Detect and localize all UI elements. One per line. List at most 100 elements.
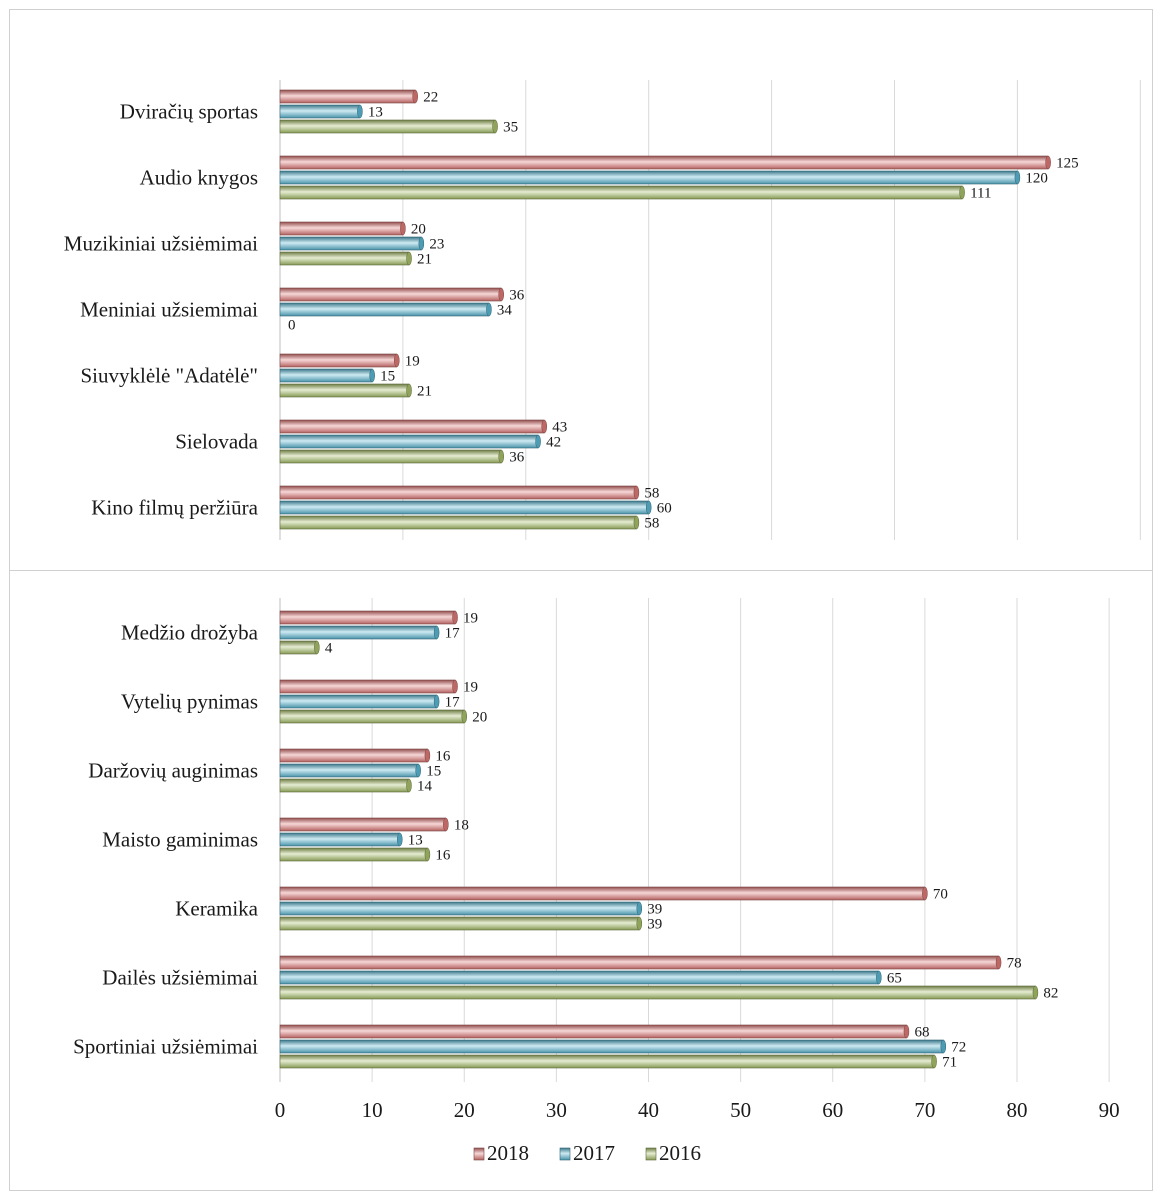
bar-dviraciu-sportas-2016 [279,119,496,134]
bar-cap-siuvyklele-adatele-2016 [406,383,412,398]
bottom-chart-frame [9,570,1153,1191]
data-label-sportiniai-uzsiemimai-2018: 68 [914,1025,929,1041]
bar-cap-kino-filmu-perziura-2016 [633,515,640,530]
data-label-meniniai-uzsiemimai-2016: 0 [288,318,296,334]
category-label-darzoviu-auginimas: Daržovių auginimas [88,759,258,783]
data-label-sportiniai-uzsiemimai-2016: 71 [942,1055,957,1071]
bar-muzikiniai-uzsiemimai-2016 [279,251,410,266]
data-label-muzikiniai-uzsiemimai-2017: 23 [429,237,444,253]
data-label-vyteliu-pynimas-2017: 17 [445,695,461,711]
data-label-muzikiniai-uzsiemimai-2016: 21 [417,252,432,268]
category-label-dviraciu-sportas: Dviračių sportas [120,100,258,124]
data-label-medzio-drozyba-2017: 17 [445,626,461,642]
bar-maisto-gaminimas-2017 [279,832,401,847]
data-label-sielovada-2018: 43 [552,420,567,436]
bar-cap-muzikiniai-uzsiemimai-2018 [400,221,406,236]
bar-sportiniai-uzsiemimai-2016 [279,1054,935,1069]
data-label-kino-filmu-perziura-2018: 58 [644,486,659,502]
data-label-meniniai-uzsiemimai-2017: 34 [497,303,513,319]
x-tick-label-90: 90 [1099,1098,1120,1122]
bar-keramika-2018 [279,886,926,901]
x-tick-label-0: 0 [275,1098,286,1122]
data-label-medzio-drozyba-2016: 4 [325,641,333,657]
data-label-vyteliu-pynimas-2018: 19 [463,680,478,696]
bar-sportiniai-uzsiemimai-2017 [279,1039,944,1054]
chart-panel-top: Dviračių sportas 22 13 35 Audio knygos 125 120… [64,80,1141,540]
data-label-siuvyklele-adatele-2018: 19 [405,354,420,370]
legend-label-2017: 2017 [573,1141,615,1165]
bar-vyteliu-pynimas-2016 [279,709,465,724]
data-label-darzoviu-auginimas-2016: 14 [417,779,433,795]
data-label-keramika-2016: 39 [647,917,662,933]
category-label-vyteliu-pynimas: Vytelių pynimas [121,690,258,714]
category-label-dailes-uzsiemimai: Dailės užsiėmimai [102,966,258,990]
bar-cap-dailes-uzsiemimai-2017 [876,970,882,985]
category-label-maisto-gaminimas: Maisto gaminimas [102,828,258,852]
bar-cap-sielovada-2016 [498,449,504,464]
bar-cap-maisto-gaminimas-2017 [397,832,403,847]
data-label-dviraciu-sportas-2018: 22 [423,90,438,106]
bar-meniniai-uzsiemimai-2017 [279,302,490,317]
bar-cap-audio-knygos-2016 [959,185,965,200]
bar-cap-meniniai-uzsiemimai-2017 [486,302,492,317]
bar-cap-audio-knygos-2018 [1045,155,1051,170]
data-label-sielovada-2016: 36 [509,450,524,466]
x-tick-label-20: 20 [454,1098,475,1122]
bar-dailes-uzsiemimai-2016 [279,985,1036,1000]
bar-cap-keramika-2016 [636,916,643,931]
bar-cap-medzio-drozyba-2018 [452,610,458,625]
data-label-keramika-2017: 39 [647,902,662,918]
category-label-kino-filmu-perziura: Kino filmų peržiūra [91,496,258,520]
bar-cap-keramika-2018 [922,886,928,901]
bar-cap-meniniai-uzsiemimai-2018 [498,287,504,302]
bar-darzoviu-auginimas-2018 [279,748,428,763]
x-tick-label-50: 50 [730,1098,751,1122]
legend-swatch-2017 [559,1147,571,1161]
bar-cap-sportiniai-uzsiemimai-2017 [940,1039,947,1054]
data-label-maisto-gaminimas-2017: 13 [408,833,423,849]
data-label-maisto-gaminimas-2018: 18 [454,818,469,834]
category-label-keramika: Keramika [175,897,258,921]
gridlines [402,80,1141,540]
bar-kino-filmu-perziura-2017 [279,500,650,515]
bar-maisto-gaminimas-2016 [279,847,428,862]
bar-sportiniai-uzsiemimai-2018 [279,1024,907,1039]
data-label-sportiniai-uzsiemimai-2017: 72 [951,1040,966,1056]
bar-cap-darzoviu-auginimas-2018 [424,748,431,763]
category-label-sportiniai-uzsiemimai: Sportiniai užsiėmimai [73,1035,258,1059]
bar-dailes-uzsiemimai-2018 [279,955,999,970]
data-label-keramika-2018: 70 [933,887,948,903]
bar-siuvyklele-adatele-2018 [279,353,398,368]
bar-muzikiniai-uzsiemimai-2017 [279,236,422,251]
x-tick-label-30: 30 [546,1098,567,1122]
bar-cap-kino-filmu-perziura-2017 [645,500,652,515]
bar-dailes-uzsiemimai-2017 [279,970,880,985]
legend-swatch-2016 [645,1147,657,1161]
data-label-siuvyklele-adatele-2016: 21 [417,384,432,400]
data-label-medzio-drozyba-2018: 19 [463,611,478,627]
data-label-dailes-uzsiemimai-2016: 82 [1043,986,1058,1002]
bar-cap-dviraciu-sportas-2018 [412,89,418,104]
category-label-meniniai-uzsiemimai: Meniniai užsiemimai [80,298,258,322]
legend-label-2018: 2018 [487,1141,529,1165]
bar-cap-darzoviu-auginimas-2016 [406,778,412,793]
x-tick-label-60: 60 [822,1098,843,1122]
bar-cap-muzikiniai-uzsiemimai-2017 [418,236,425,251]
data-label-dailes-uzsiemimai-2018: 78 [1007,956,1022,972]
bar-cap-dviraciu-sportas-2017 [357,104,363,119]
bar-cap-audio-knygos-2017 [1014,170,1021,185]
bar-dviraciu-sportas-2017 [279,104,361,119]
data-label-kino-filmu-perziura-2017: 60 [657,501,672,517]
gridlines [371,598,1110,1082]
legend-label-2016: 2016 [659,1141,701,1165]
data-label-meniniai-uzsiemimai-2018: 36 [509,288,524,304]
bar-keramika-2017 [279,901,640,916]
bar-medzio-drozyba-2017 [279,625,437,640]
bar-cap-sportiniai-uzsiemimai-2018 [903,1024,910,1039]
bar-cap-maisto-gaminimas-2016 [424,847,431,862]
bar-cap-darzoviu-auginimas-2017 [415,763,421,778]
data-label-dviraciu-sportas-2016: 35 [503,120,518,136]
data-label-sielovada-2017: 42 [546,435,561,451]
